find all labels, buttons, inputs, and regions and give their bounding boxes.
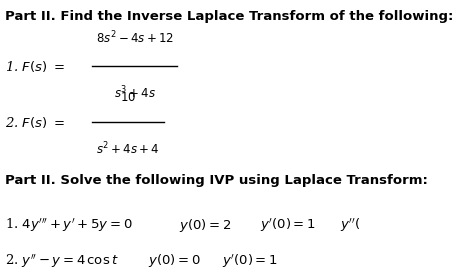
Text: 2. $F(s)\ =\ $: 2. $F(s)\ =\ $ — [5, 115, 65, 131]
Text: $y'(0) = 1$: $y'(0) = 1$ — [222, 252, 278, 270]
Text: $s^2+4s+4$: $s^2+4s+4$ — [96, 141, 160, 157]
Text: $y'(0) = 1$: $y'(0) = 1$ — [260, 217, 316, 234]
Text: $s^3+4s$: $s^3+4s$ — [114, 85, 156, 101]
Text: 1. $4y''' + y' + 5y = 0$: 1. $4y''' + y' + 5y = 0$ — [5, 217, 133, 234]
Text: $y(0) = 0$: $y(0) = 0$ — [148, 253, 201, 269]
Text: $y(0) = 2$: $y(0) = 2$ — [179, 217, 231, 234]
Text: $8s^2-4s+12$: $8s^2-4s+12$ — [96, 30, 174, 46]
Text: Part II. Find the Inverse Laplace Transform of the following:: Part II. Find the Inverse Laplace Transf… — [5, 10, 454, 23]
Text: $10$: $10$ — [120, 91, 136, 104]
Text: 1. $F(s)\ =\ $: 1. $F(s)\ =\ $ — [5, 59, 65, 75]
Text: Part II. Solve the following IVP using Laplace Transform:: Part II. Solve the following IVP using L… — [5, 174, 428, 187]
Text: 2. $y'' - y = 4\,\cos t$: 2. $y'' - y = 4\,\cos t$ — [5, 252, 119, 270]
Text: $y''($: $y''($ — [339, 217, 360, 234]
